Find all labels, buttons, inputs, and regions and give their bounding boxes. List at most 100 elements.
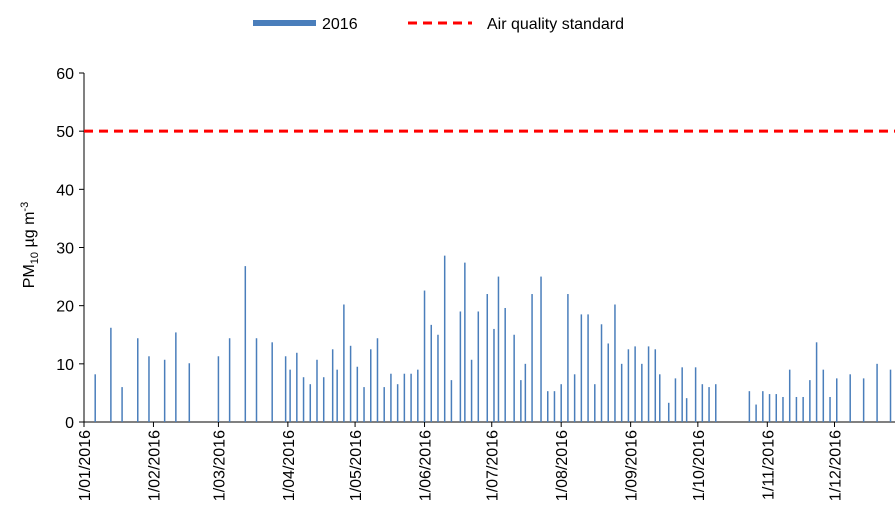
bar: [110, 327, 112, 422]
bar: [163, 359, 166, 422]
bar: [410, 373, 412, 422]
bar: [524, 363, 527, 422]
bar: [674, 378, 677, 422]
bar: [459, 311, 462, 422]
x-tick-label: 1/09/2016: [624, 430, 641, 501]
bar: [513, 334, 515, 422]
bar: [755, 404, 757, 422]
x-tick-label: 1/07/2016: [485, 430, 502, 501]
bar: [520, 380, 522, 422]
y-tick-label: 40: [56, 182, 74, 199]
y-tick-label: 50: [56, 124, 74, 141]
bar: [701, 384, 704, 422]
bar: [573, 374, 576, 422]
y-title-part: µg m: [21, 212, 38, 252]
bar: [284, 356, 287, 422]
bar: [836, 378, 838, 422]
bar: [876, 363, 878, 422]
bar: [634, 346, 636, 422]
bar: [531, 294, 533, 422]
bar: [862, 378, 865, 422]
bar: [667, 402, 670, 422]
bar: [217, 356, 220, 422]
bar: [363, 387, 365, 422]
x-tick-label: 1/05/2016: [348, 430, 365, 501]
bar: [450, 380, 453, 422]
y-tick-label: 10: [56, 357, 74, 374]
bar: [322, 377, 325, 422]
bar: [137, 338, 139, 422]
bar: [788, 369, 791, 422]
bar: [423, 290, 426, 422]
legend-label: 2016: [322, 16, 358, 33]
bar: [175, 332, 177, 422]
x-tick-label: 1/03/2016: [211, 430, 228, 501]
bar: [685, 398, 688, 422]
legend-label: Air quality standard: [487, 16, 624, 33]
bar: [302, 377, 305, 422]
y-title-sup: -3: [19, 202, 31, 212]
bar: [647, 346, 650, 422]
bar: [849, 374, 851, 422]
bar: [493, 328, 495, 422]
bar: [654, 349, 657, 422]
y-title-sub: 10: [29, 252, 41, 264]
bar: [580, 314, 583, 422]
bar: [775, 394, 778, 422]
y-tick-label: 0: [65, 415, 74, 432]
bar: [600, 324, 603, 422]
bar: [390, 373, 392, 422]
bar: [540, 276, 542, 422]
bar: [782, 396, 784, 422]
bar: [829, 396, 831, 422]
y-tick-label: 60: [56, 66, 74, 83]
bar: [383, 387, 385, 422]
bar: [768, 394, 771, 422]
y-tick-label: 20: [56, 299, 74, 316]
bar: [94, 374, 96, 422]
bar: [560, 384, 562, 422]
bar: [594, 384, 596, 422]
bar: [370, 349, 372, 422]
bar: [430, 324, 433, 422]
legend-swatch: [253, 20, 316, 26]
bar: [464, 262, 466, 422]
x-tick-label: 1/08/2016: [554, 430, 571, 501]
bar: [889, 369, 892, 422]
bar: [336, 369, 338, 422]
bar: [627, 349, 630, 422]
bar: [271, 342, 273, 422]
y-axis-title: PM10 µg m-3: [19, 202, 41, 288]
bar: [809, 380, 811, 422]
bar: [349, 345, 352, 422]
bar: [708, 387, 710, 422]
bar: [546, 391, 549, 422]
bar: [417, 369, 419, 422]
bar: [504, 307, 506, 422]
bar: [403, 373, 406, 422]
bar: [356, 366, 359, 422]
bar: [681, 367, 683, 422]
x-tick-label: 1/04/2016: [281, 430, 298, 501]
bar: [762, 391, 764, 422]
bar: [316, 359, 318, 422]
bar: [470, 359, 473, 422]
x-tick-label: 1/12/2016: [828, 430, 845, 501]
bar: [255, 338, 258, 422]
bar: [607, 343, 609, 422]
y-tick-label: 30: [56, 241, 74, 258]
bar: [822, 369, 825, 422]
bar: [148, 356, 150, 422]
bar: [343, 304, 345, 422]
bar: [620, 363, 623, 422]
bar: [815, 342, 818, 422]
y-title-part: PM: [21, 264, 38, 288]
bar: [121, 387, 123, 422]
bar: [289, 369, 291, 422]
bar: [694, 367, 697, 422]
bar: [567, 294, 569, 422]
bar: [296, 352, 298, 422]
bar: [795, 396, 798, 422]
bar: [641, 363, 643, 422]
